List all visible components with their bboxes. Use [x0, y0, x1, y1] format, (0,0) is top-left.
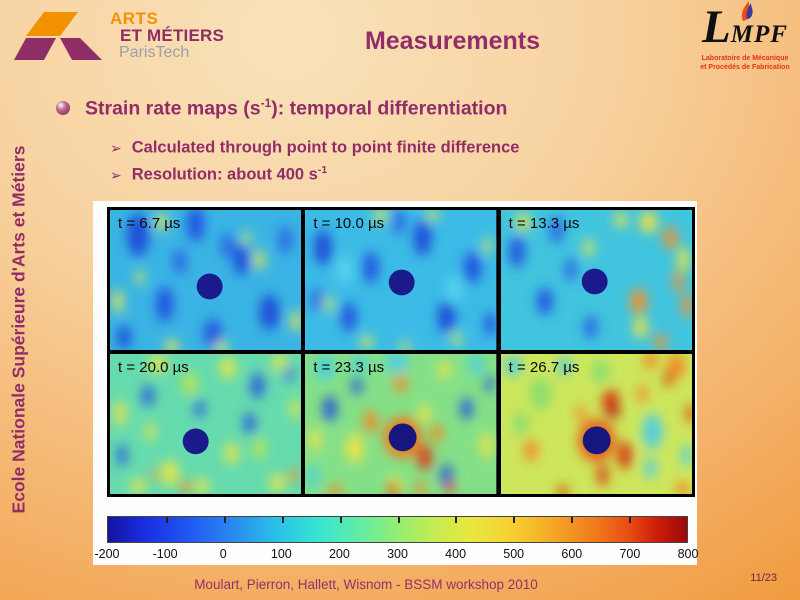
- sub-bullet-2-sup: -1: [317, 164, 328, 176]
- arrow-bullet-icon: ➢: [110, 166, 122, 183]
- arts-et-metiers-logo: ARTS ET MÉTIERS ParisTech: [14, 6, 224, 62]
- main-bullet-pre: Strain rate maps (s: [85, 97, 261, 120]
- colorbar-label: 0: [219, 547, 227, 561]
- colorbar-tick: [165, 517, 168, 523]
- main-bullet-line: Strain rate maps (s-1): temporal differe…: [56, 96, 507, 121]
- colorbar-tick: [455, 517, 458, 523]
- sub-bullet-2-pre: Resolution: about 400 s: [131, 165, 318, 184]
- colorbar-label: 100: [270, 547, 292, 561]
- colorbar-label: 700: [619, 547, 641, 561]
- logo-line-paristech: ParisTech: [119, 44, 190, 61]
- colorbar-label: 300: [387, 547, 408, 561]
- colorbar-label: 600: [561, 547, 583, 561]
- lmpf-caption-line2: et Procédés de Fabrication: [700, 64, 790, 71]
- sub-bullet-list: ➢ Calculated through point to point fini…: [110, 137, 519, 191]
- colorbar-label: 400: [445, 547, 467, 561]
- panel-time-label: t = 20.0 µs: [118, 359, 189, 376]
- strain-map-svg-4: [110, 354, 302, 494]
- colorbar-label: 200: [328, 547, 350, 561]
- strain-map-svg-3: [500, 210, 692, 350]
- colorbar-labels: -200 -100 0 100 200 300 400 500 600 700 …: [94, 547, 698, 563]
- sub-bullet-2: ➢ Resolution: about 400 s-1: [110, 164, 519, 191]
- logo-line-arts: ARTS: [110, 9, 159, 28]
- heatmap-panel-1: t = 6.7 µs: [110, 210, 302, 350]
- lmpf-flame-icon: [741, 1, 753, 21]
- strain-map-svg-5: [305, 354, 497, 494]
- footer-citation: Moulart, Pierron, Hallett, Wisnom - BSSM…: [194, 577, 538, 592]
- strain-rate-figure: t = 6.7 µs: [93, 201, 698, 565]
- school-name-vertical-text: Ecole Nationale Supérieure d'Arts et Mét…: [8, 145, 29, 514]
- logo-line-et-metiers: ET MÉTIERS: [120, 26, 225, 45]
- lmpf-letter-l: L: [702, 1, 731, 53]
- colorbar-label: -100: [152, 547, 178, 561]
- panel-time-label: t = 26.7 µs: [508, 359, 580, 376]
- colorbar-label: 800: [677, 547, 699, 561]
- sub-bullet-2-text: Resolution: about 400 s-1: [132, 164, 327, 185]
- sub-bullet-1: ➢ Calculated through point to point fini…: [110, 137, 519, 164]
- colorbar-tick: [513, 517, 516, 523]
- strain-map-svg-6: [500, 354, 692, 494]
- strain-map-svg-2: [305, 210, 497, 350]
- strain-rate-map-grid: t = 6.7 µs: [107, 207, 695, 497]
- heatmap-panel-2: t = 10.0 µs: [305, 210, 497, 350]
- heatmap-panel-5: t = 23.3 µs: [305, 354, 497, 494]
- sphere-bullet-icon: [56, 101, 70, 116]
- arrow-bullet-icon: ➢: [110, 139, 122, 156]
- panel-time-label: t = 13.3 µs: [508, 215, 580, 232]
- colorbar: [107, 516, 688, 543]
- page-title: Measurements: [364, 27, 541, 55]
- strain-map-svg-1: [110, 210, 302, 350]
- colorbar-wrap: -200 -100 0 100 200 300 400 500 600 700 …: [94, 516, 698, 563]
- panel-time-label: t = 10.0 µs: [313, 215, 385, 232]
- panel-time-label: t = 6.7 µs: [118, 215, 181, 232]
- panel-time-label: t = 23.3 µs: [313, 359, 385, 376]
- main-bullet-post: ): temporal differentiation: [271, 97, 508, 120]
- colorbar-tick: [571, 517, 574, 523]
- lmpf-logo-text: LMPF: [692, 1, 798, 54]
- sub-bullet-1-pre: Calculated through point to point finite…: [131, 138, 520, 157]
- main-bullet-text: Strain rate maps (s-1): temporal differe…: [85, 96, 507, 121]
- colorbar-label: -200: [94, 547, 120, 561]
- lmpf-logo: LMPF Laboratoire de Mécanique et Procédé…: [692, 1, 798, 72]
- sub-bullet-1-text: Calculated through point to point finite…: [132, 137, 520, 158]
- heatmap-panel-4: t = 20.0 µs: [110, 354, 302, 494]
- arts-et-metiers-logo-icon: [14, 12, 102, 60]
- heatmap-panel-3: t = 13.3 µs: [500, 210, 692, 350]
- main-bullet-sup: -1: [260, 96, 272, 110]
- colorbar-tick: [223, 517, 226, 523]
- lmpf-caption-line1: Laboratoire de Mécanique: [701, 55, 789, 62]
- colorbar-tick: [339, 517, 342, 523]
- colorbar-tick: [281, 517, 284, 523]
- colorbar-tick: [397, 517, 400, 523]
- heatmap-panel-6: t = 26.7 µs: [500, 354, 692, 494]
- page-number: 11/23: [750, 572, 777, 584]
- arts-et-metiers-logo-text: ARTS ET MÉTIERS ParisTech: [110, 6, 224, 62]
- colorbar-label: 500: [503, 547, 525, 561]
- lmpf-letters-mpf: MPF: [730, 21, 788, 48]
- colorbar-tick: [629, 517, 632, 523]
